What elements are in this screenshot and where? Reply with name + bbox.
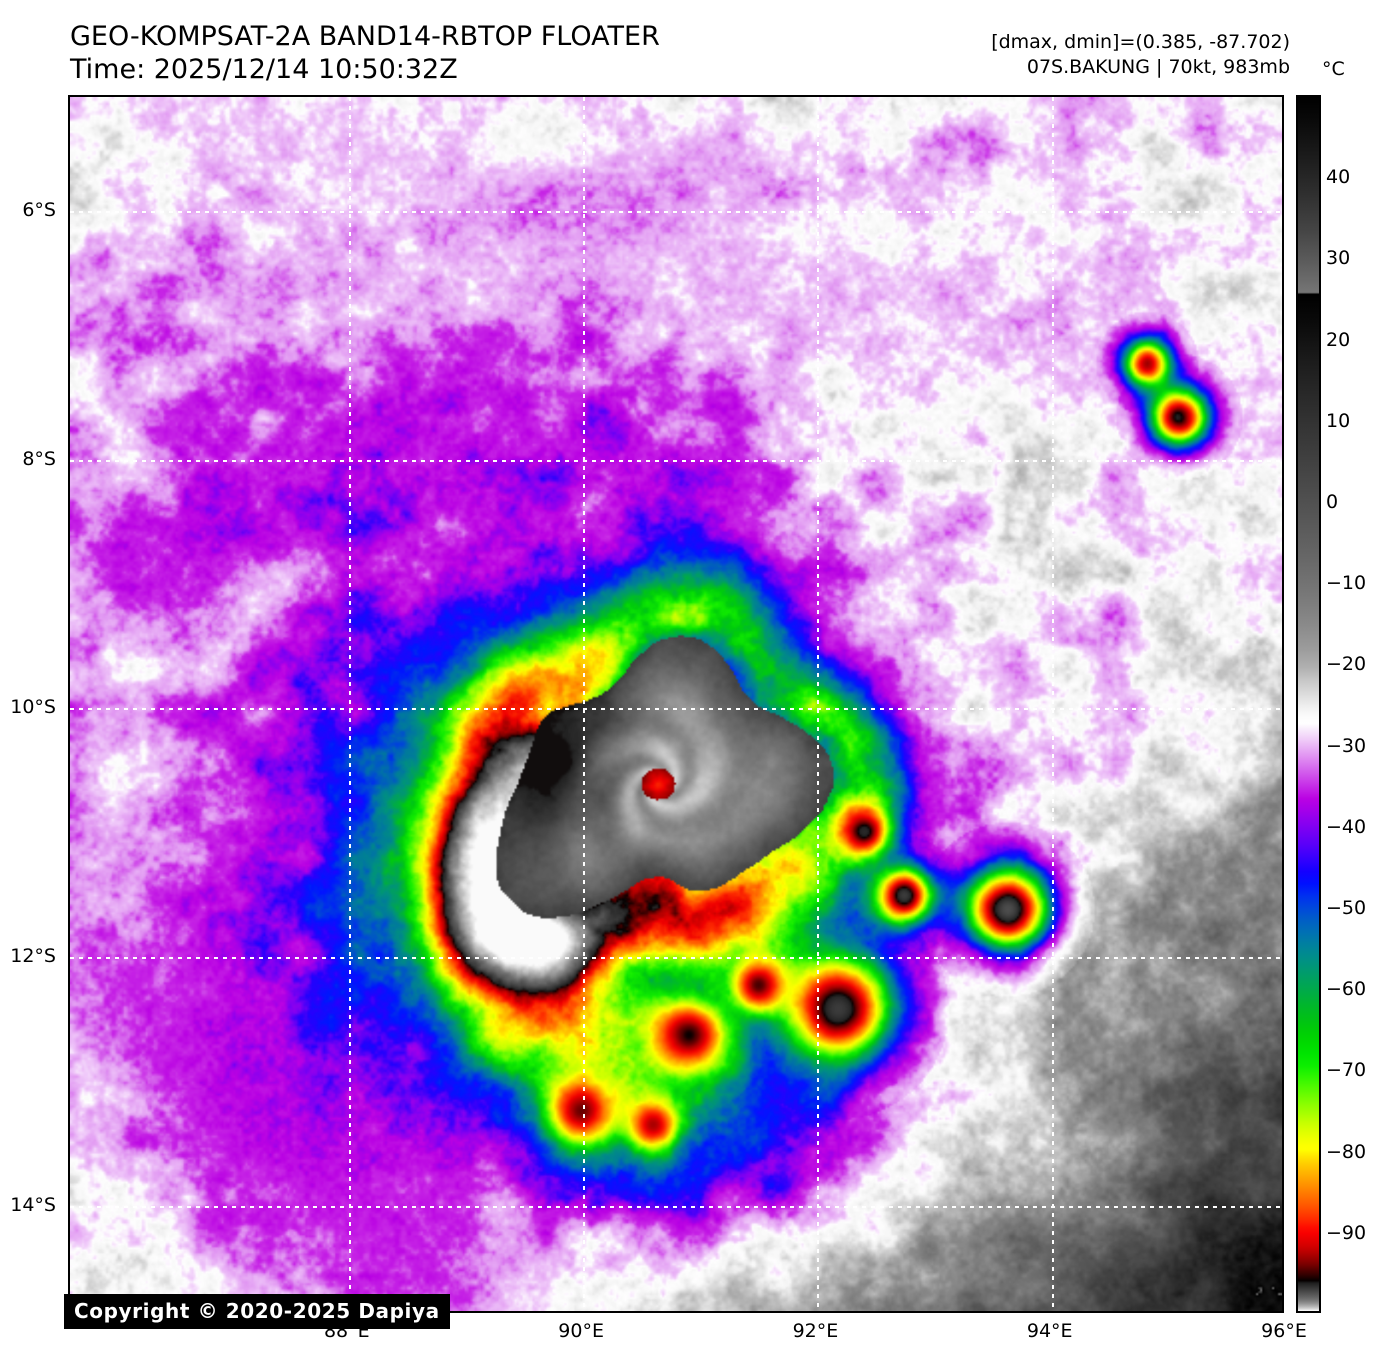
- title-timestamp: Time: 2025/12/14 10:50:32Z: [70, 54, 458, 85]
- colorbar-tick: −30: [1326, 734, 1367, 757]
- satellite-image-plot[interactable]: [68, 95, 1284, 1313]
- colorbar-tick: −40: [1326, 815, 1367, 838]
- colorbar-tick: 0: [1326, 491, 1339, 513]
- colorbar-tick: −60: [1326, 978, 1367, 1001]
- latitude-tick-label: 10°S: [10, 696, 56, 719]
- latitude-tick-label: 12°S: [10, 945, 56, 968]
- latitude-tick-label: 14°S: [10, 1193, 56, 1216]
- colorbar-unit-label: °C: [1322, 58, 1345, 80]
- temperature-colorbar: [1296, 95, 1321, 1313]
- satellite-imagery-canvas: [70, 97, 1282, 1311]
- colorbar-tick: 30: [1326, 247, 1351, 270]
- longitude-tick-label: 94°E: [1026, 1320, 1073, 1342]
- colorbar-tick: 20: [1326, 328, 1351, 351]
- storm-identifier: 07S.BAKUNG | 70kt, 983mb: [1026, 56, 1290, 78]
- colorbar-tick: −20: [1326, 653, 1367, 676]
- colorbar-tick: 40: [1326, 166, 1351, 189]
- colorbar-tick: 10: [1326, 409, 1351, 432]
- colorbar-tick: −50: [1326, 897, 1367, 919]
- colorbar-tick: −90: [1326, 1221, 1367, 1244]
- colorbar-tick: −10: [1326, 572, 1367, 595]
- colorbar-tick: −70: [1326, 1059, 1367, 1082]
- longitude-tick-label: 92°E: [792, 1320, 839, 1342]
- latitude-tick-label: 8°S: [22, 447, 56, 470]
- metadata-block: [dmax, dmin]=(0.385, -87.702) 07S.BAKUNG…: [991, 30, 1290, 80]
- page-title: GEO-KOMPSAT-2A BAND14-RBTOP FLOATER Time…: [70, 20, 660, 86]
- dmax-dmin-readout: [dmax, dmin]=(0.385, -87.702): [991, 31, 1290, 53]
- title-primary: GEO-KOMPSAT-2A BAND14-RBTOP FLOATER: [70, 21, 660, 52]
- colorbar-tick: −80: [1326, 1140, 1367, 1163]
- longitude-tick-label: 90°E: [558, 1320, 604, 1342]
- copyright-watermark: Copyright © 2020-2025 Dapiya: [64, 1294, 450, 1329]
- latitude-tick-label: 6°S: [22, 199, 56, 222]
- longitude-tick-label: 96°E: [1261, 1320, 1307, 1342]
